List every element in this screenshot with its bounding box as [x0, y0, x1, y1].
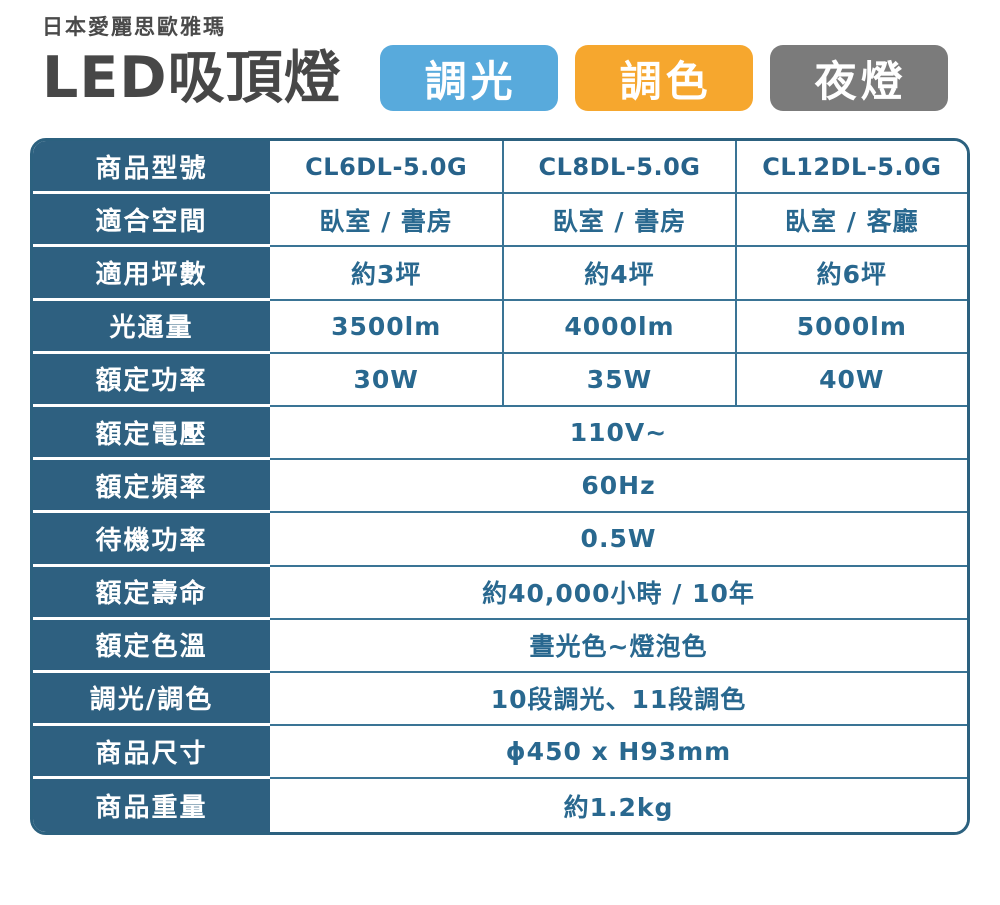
cell-dimming-tuning: 10段調光、11段調色 — [270, 672, 967, 727]
cell-rated-voltage: 110V~ — [270, 406, 967, 461]
cell-weight: 約1.2kg — [270, 779, 967, 833]
cell-space-2: 臥室 / 書房 — [502, 194, 735, 248]
cell-rated-lifetime: 約40,000小時 / 10年 — [270, 566, 967, 620]
row-label-dimming-tuning: 調光/調色 — [33, 672, 270, 727]
row-label-rated-voltage: 額定電壓 — [33, 406, 270, 461]
cell-space-3: 臥室 / 客廳 — [734, 194, 967, 248]
row-label-rated-frequency: 額定頻率 — [33, 460, 270, 514]
cell-area-2: 約4坪 — [502, 247, 735, 301]
cell-power-3: 40W — [734, 353, 967, 407]
header: 日本愛麗思歐雅瑪 LED吸頂燈 調光 調色 夜燈 — [0, 0, 1000, 113]
cell-standby-power: 0.5W — [270, 513, 967, 567]
feature-badges: 調光 調色 夜燈 — [379, 45, 948, 111]
cell-flux-2: 4000lm — [502, 300, 735, 354]
page-title: LED吸頂燈 — [42, 45, 342, 111]
row-label-dimensions: 商品尺寸 — [33, 726, 270, 780]
row-label-rated-lifetime: 額定壽命 — [33, 566, 270, 620]
row-label-luminous-flux: 光通量 — [33, 300, 270, 354]
cell-power-1: 30W — [270, 353, 503, 407]
row-label-color-temperature: 額定色溫 — [33, 619, 270, 673]
row-label-model: 商品型號 — [33, 141, 270, 195]
row-label-standby-power: 待機功率 — [33, 513, 270, 567]
title-row: LED吸頂燈 調光 調色 夜燈 — [42, 43, 970, 113]
cell-model-3: CL12DL-5.0G — [734, 141, 967, 195]
cell-rated-frequency: 60Hz — [270, 460, 967, 514]
cell-area-1: 約3坪 — [270, 247, 503, 301]
cell-power-2: 35W — [502, 353, 735, 407]
row-label-rated-power: 額定功率 — [33, 353, 270, 407]
cell-model-1: CL6DL-5.0G — [270, 141, 503, 195]
cell-model-2: CL8DL-5.0G — [502, 141, 735, 195]
cell-dimensions: ϕ450 x H93mm — [270, 726, 967, 780]
badge-dimming: 調光 — [379, 45, 558, 111]
row-label-weight: 商品重量 — [33, 779, 270, 833]
row-label-suitable-space: 適合空間 — [33, 194, 270, 248]
cell-space-1: 臥室 / 書房 — [270, 194, 503, 248]
badge-color-tuning: 調色 — [574, 45, 753, 111]
row-label-area: 適用坪數 — [33, 247, 270, 301]
cell-flux-1: 3500lm — [270, 300, 503, 354]
cell-flux-3: 5000lm — [734, 300, 967, 354]
spec-table: 商品型號 CL6DL-5.0G CL8DL-5.0G CL12DL-5.0G 適… — [30, 138, 970, 836]
brand-name: 日本愛麗思歐雅瑪 — [42, 15, 226, 39]
badge-night-light: 夜燈 — [769, 45, 948, 111]
cell-area-3: 約6坪 — [734, 247, 967, 301]
cell-color-temperature: 晝光色~燈泡色 — [270, 619, 967, 673]
